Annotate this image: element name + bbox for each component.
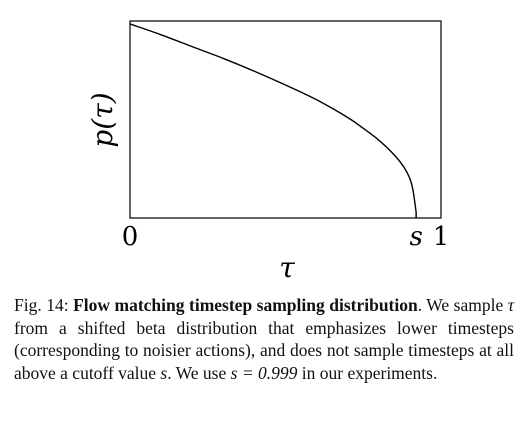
x-tick-label-1: s — [409, 222, 422, 252]
caption-title: Flow matching timestep sampling distribu… — [73, 295, 418, 315]
figure-caption: Fig. 14: Flow matching timestep sampling… — [14, 295, 515, 383]
x-axis-label: τ — [279, 251, 295, 284]
y-axis-label: p(τ) — [86, 92, 119, 147]
caption-text-1: We sample — [426, 295, 504, 315]
density-curve — [129, 23, 417, 218]
caption-var-s: s — [160, 362, 168, 383]
x-tick-label-0: 0 — [122, 222, 139, 252]
caption-var-tau: τ — [507, 295, 515, 315]
caption-text-2: from a shifted beta distribution that em… — [14, 317, 514, 383]
caption-equation: s = 0.999 — [230, 362, 298, 383]
plot-frame — [129, 20, 442, 219]
caption-text-4: in our experiments. — [301, 362, 438, 383]
x-tick-label-2: 1 — [433, 222, 450, 252]
caption-label: Fig. 14: — [14, 295, 69, 315]
caption-text-3: . We use — [167, 362, 227, 383]
